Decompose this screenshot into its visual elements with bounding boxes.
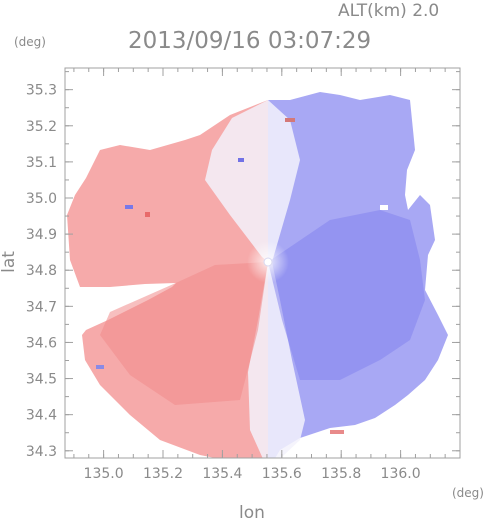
altitude-label: ALT(km) 2.0 (338, 1, 439, 21)
x-unit-label: (deg) (452, 486, 484, 500)
y-tick-label: 35.1 (26, 155, 57, 171)
x-tick-label: 135.8 (321, 466, 361, 482)
y-unit-label: (deg) (14, 35, 46, 49)
radar-field (67, 92, 448, 458)
speckle (145, 212, 150, 217)
timestamp-title: 2013/09/16 03:07:29 (128, 28, 371, 54)
y-axis-label: lat (0, 251, 19, 273)
plot-frame (64, 67, 461, 459)
speckle (285, 118, 295, 122)
axis-ticks: 135.0 135.2 135.4 135.6 135.8 136.0 34.3 34.4 34… (26, 68, 460, 482)
y-tick-label: 34.7 (26, 299, 57, 315)
x-tick-label: 135.0 (84, 466, 124, 482)
x-axis-label: lon (239, 503, 265, 521)
x-tick-label: 136.0 (381, 466, 421, 482)
radar-site-marker (263, 257, 273, 267)
x-tick-label: 135.2 (143, 466, 183, 482)
x-tick-label: 135.6 (262, 466, 302, 482)
speckle (96, 365, 104, 369)
y-tick-label: 34.4 (26, 408, 57, 424)
y-tick-label: 34.8 (26, 263, 57, 279)
y-tick-label: 34.6 (26, 335, 57, 351)
speckle (125, 205, 133, 209)
y-tick-label: 35.3 (26, 83, 57, 99)
y-tick-label: 35.2 (26, 119, 57, 135)
zero-velocity-band (205, 100, 305, 458)
speckle (238, 158, 244, 162)
y-tick-label: 34.9 (26, 227, 57, 243)
y-tick-label: 34.3 (26, 444, 57, 460)
x-tick-label: 135.4 (202, 466, 242, 482)
speckle (330, 430, 344, 434)
speckle (380, 205, 388, 210)
y-tick-label: 34.5 (26, 372, 57, 388)
y-tick-label: 35.0 (26, 191, 57, 207)
